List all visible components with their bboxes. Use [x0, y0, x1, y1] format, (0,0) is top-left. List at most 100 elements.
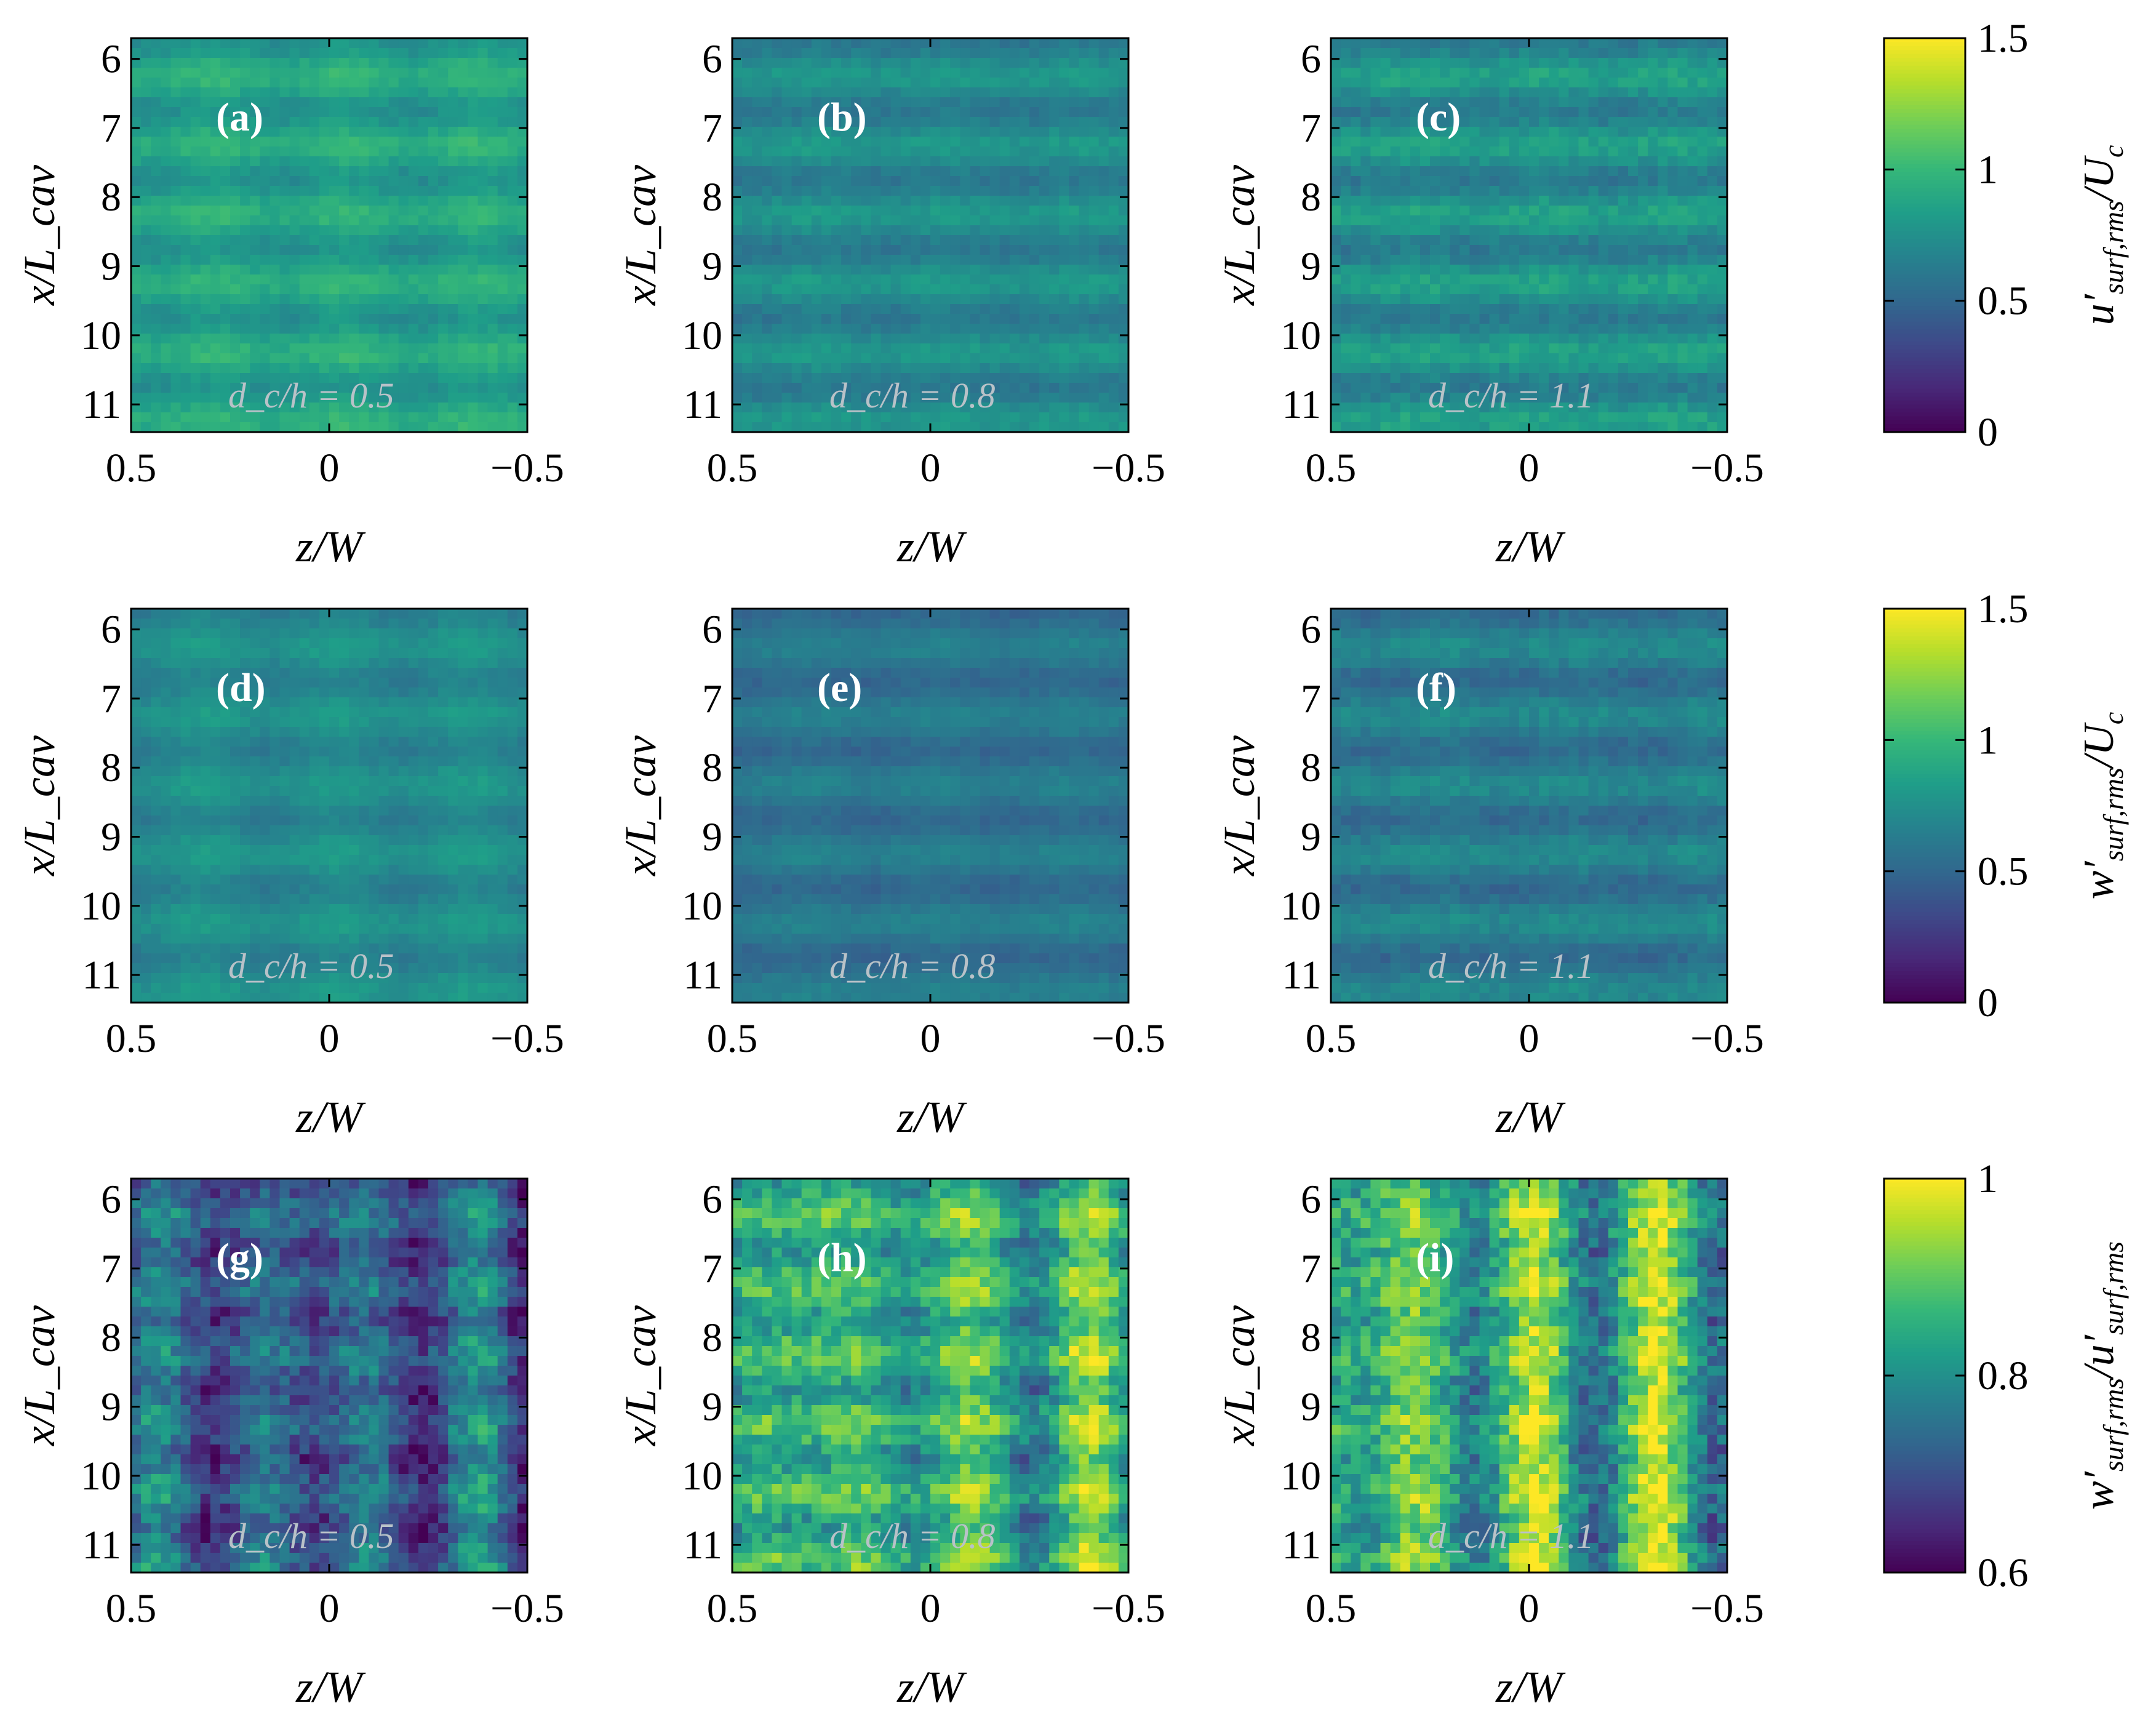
xtick-label: 0.5 [1306, 1016, 1357, 1061]
colorbar-cell [1884, 1521, 1965, 1526]
colorbar-cell [1884, 1422, 1965, 1427]
colorbar-cell [1884, 758, 1965, 763]
yaxis-label: x/L_cav [15, 1305, 64, 1446]
colorbar-cell [1884, 959, 1965, 964]
colorbar-cell [1884, 1478, 1965, 1483]
colorbar-tick-label: 1 [1978, 718, 1998, 763]
colorbar-cell [1884, 148, 1965, 153]
colorbar-cell [1884, 156, 1965, 161]
colorbar-cell [1884, 1560, 1965, 1565]
panel-letter-c: (c) [1416, 95, 1461, 140]
colorbar-cell [1884, 168, 1965, 173]
panels-layer: 6 7 8 9 10 11 0.5 0 −0.5 z/W x/L_cav (a) d_c/h = 0.5… [15, 37, 1764, 1712]
colorbar-cell [1884, 833, 1965, 838]
colorbar-cell [1884, 1391, 1965, 1396]
colorbar-cell [1884, 1379, 1965, 1384]
colorbar-cell [1884, 1356, 1965, 1361]
colorbar-cell [1884, 412, 1965, 417]
colorbar-cell [1884, 207, 1965, 212]
ytick-label: 10 [81, 884, 121, 929]
colorbar-cell [1884, 1289, 1965, 1294]
panel-letter-b: (b) [817, 95, 867, 140]
colorbar-cell [1884, 727, 1965, 732]
panel-letter-i: (i) [1416, 1235, 1454, 1280]
colorbar-cell [1884, 1419, 1965, 1424]
colorbar-cell [1884, 428, 1965, 433]
colorbar-cell [1884, 81, 1965, 86]
colorbar-cell [1884, 361, 1965, 366]
heatmap-e [732, 609, 1129, 1003]
colorbar-cell [1884, 1281, 1965, 1286]
colorbar-cell [1884, 1186, 1965, 1191]
yaxis-label: x/L_cav [1215, 735, 1264, 876]
colorbar-cell [1884, 817, 1965, 822]
colorbar-cell [1884, 1387, 1965, 1392]
case-label-f: d_c/h = 1.1 [1428, 946, 1594, 986]
xaxis-label: z/W [1495, 1662, 1566, 1712]
ytick-label: 6 [702, 607, 722, 652]
colorbar-cell [1884, 396, 1965, 401]
xtick-label: 0.5 [707, 1016, 758, 1061]
ytick-label: 9 [101, 244, 121, 289]
colorbar-cell [1884, 408, 1965, 413]
case-label-d: d_c/h = 0.5 [228, 946, 394, 986]
ytick-label: 8 [101, 175, 121, 220]
colorbar-cell [1884, 739, 1965, 743]
colorbar-cell [1884, 786, 1965, 791]
colorbar-cell [1884, 137, 1965, 142]
ytick-label: 6 [702, 37, 722, 82]
colorbar-cell [1884, 967, 1965, 972]
colorbar-cell [1884, 782, 1965, 787]
ytick-label: 9 [702, 1385, 722, 1430]
case-label-c: d_c/h = 1.1 [1428, 375, 1594, 415]
colorbar-cell [1884, 282, 1965, 287]
colorbar-cell [1884, 1557, 1965, 1561]
colorbar-cell [1884, 73, 1965, 78]
colorbar-cell [1884, 1265, 1965, 1270]
colorbar-cell [1884, 1470, 1965, 1475]
colorbar-cell [1884, 1411, 1965, 1416]
colorbar-cell [1884, 1494, 1965, 1499]
colorbar-cell [1884, 188, 1965, 193]
colorbar-cell [1884, 1430, 1965, 1435]
colorbar-cell [1884, 821, 1965, 826]
colorbar-cb3: 0.6 0.8 1 w′surf,rms/u′surf,rms [1883, 1156, 2129, 1595]
colorbar-cell [1884, 400, 1965, 405]
colorbar-cell [1884, 1348, 1965, 1353]
ytick-label: 6 [1301, 607, 1321, 652]
colorbar-cell [1884, 239, 1965, 244]
colorbar-cell [1884, 1332, 1965, 1337]
colorbar-cell [1884, 345, 1965, 350]
colorbar-cell [1884, 255, 1965, 260]
yaxis-label: x/L_cav [15, 735, 64, 876]
colorbar-cell [1884, 687, 1965, 692]
colorbar-cell [1884, 723, 1965, 727]
colorbar-cell [1884, 711, 1965, 716]
colorbar-cell [1884, 1481, 1965, 1486]
colorbar-cell [1884, 160, 1965, 165]
colorbar-tick-label: 0.5 [1978, 279, 2029, 324]
xtick-label: 0 [1519, 446, 1539, 491]
colorbar-cell [1884, 675, 1965, 680]
xaxis-label: z/W [295, 522, 366, 571]
colorbar-cell [1884, 54, 1965, 58]
colorbar-cell [1884, 1238, 1965, 1243]
colorbar-cell [1884, 663, 1965, 668]
ytick-label: 9 [702, 815, 722, 860]
yaxis-label: x/L_cav [15, 165, 64, 306]
heatmap-a [131, 38, 528, 433]
colorbar-cell [1884, 734, 1965, 739]
ytick-label: 6 [101, 607, 121, 652]
colorbar-cell [1884, 416, 1965, 421]
ytick-label: 9 [1301, 1385, 1321, 1430]
colorbar-tick-label: 1 [1978, 1156, 1998, 1201]
colorbar-cell [1884, 365, 1965, 370]
colorbar-cell [1884, 1245, 1965, 1250]
ytick-label: 7 [1301, 106, 1321, 151]
ytick-label: 11 [683, 1523, 722, 1568]
colorbar-cell [1884, 1198, 1965, 1203]
panel-c: 6 7 8 9 10 11 0.5 0 −0.5 z/W x/L_cav (c) d_c/h = 1.1 [1215, 37, 1764, 571]
heatmap-b [732, 38, 1129, 433]
colorbar-cell [1884, 373, 1965, 378]
ytick-label: 11 [683, 953, 722, 998]
